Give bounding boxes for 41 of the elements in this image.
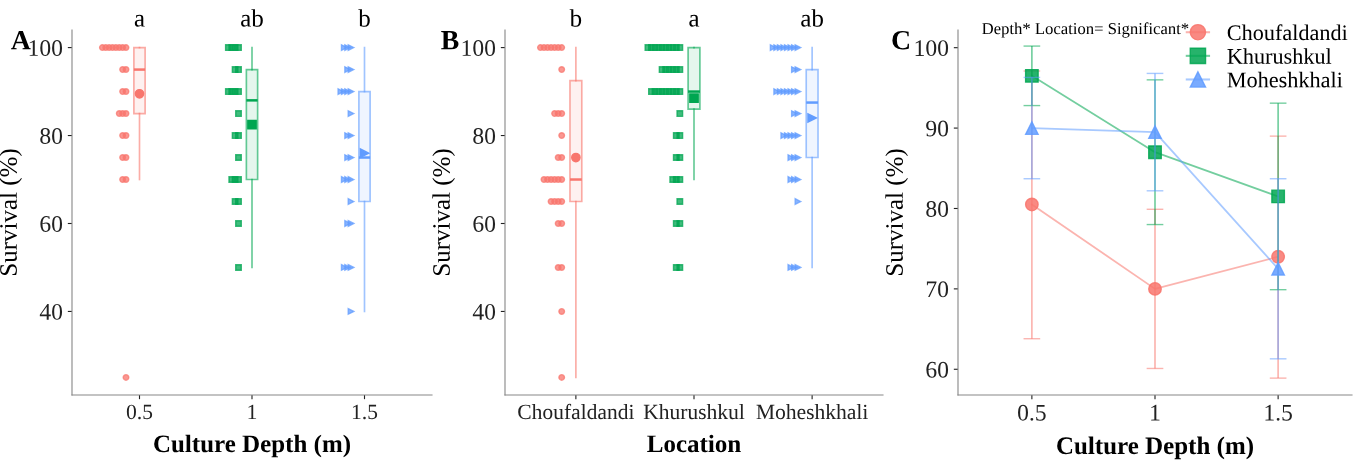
y-tick-label: 80 (926, 200, 949, 217)
annotation: Depth* Location= Significant* (982, 22, 1189, 38)
text: b (358, 9, 370, 27)
text: ab (801, 9, 823, 27)
x-tick-label: 1.5 (1265, 404, 1292, 421)
x-tick-label: 1 (1151, 404, 1160, 421)
legend-label: Choufaldandi (1227, 24, 1348, 41)
chart-title: C (892, 30, 909, 50)
y-tick-label: 100 (29, 40, 63, 57)
y-tick-label: 60 (473, 215, 496, 232)
y-tick-label: 70 (926, 281, 949, 298)
legend-label: Moheshkhali (1227, 71, 1343, 88)
y-tick-label: 60 (40, 215, 63, 232)
text: a (689, 14, 700, 27)
chart-title: A (11, 30, 31, 50)
y-tick-label: 40 (39, 303, 63, 320)
text: a (134, 14, 145, 27)
y-axis-title: Survival (%) (0, 149, 22, 276)
y-tick-label: 60 (926, 361, 949, 378)
chart-title: B (441, 31, 459, 50)
text: b (569, 9, 582, 27)
x-tick-label: 0.5 (126, 404, 153, 420)
x-axis-title: Location (647, 434, 741, 453)
y-axis-title: Survival (%) (432, 149, 455, 276)
y-tick-label: 80 (473, 128, 496, 144)
y-tick-label: 80 (40, 128, 63, 144)
x-axis-title: Culture Depth (m) (1057, 436, 1253, 460)
x-tick-label: 1 (248, 404, 257, 419)
x-tick-label: Choufaldandi (518, 403, 635, 420)
y-tick-label: 100 (462, 40, 496, 57)
y-tick-label: 100 (915, 40, 949, 57)
y-tick-label: 40 (472, 303, 496, 320)
y-tick-label: 90 (926, 120, 949, 137)
x-tick-label: Khurushkul (643, 404, 745, 420)
text: ab (241, 9, 263, 27)
x-tick-label: Moheshkhali (756, 404, 868, 420)
y-axis-title: Survival (%) (885, 149, 908, 276)
x-tick-label: 1.5 (352, 404, 378, 420)
x-tick-label: 0.5 (1018, 404, 1046, 421)
x-axis-title: Culture Depth (m) (154, 434, 350, 458)
legend-label: Khurushkul (1227, 48, 1332, 64)
